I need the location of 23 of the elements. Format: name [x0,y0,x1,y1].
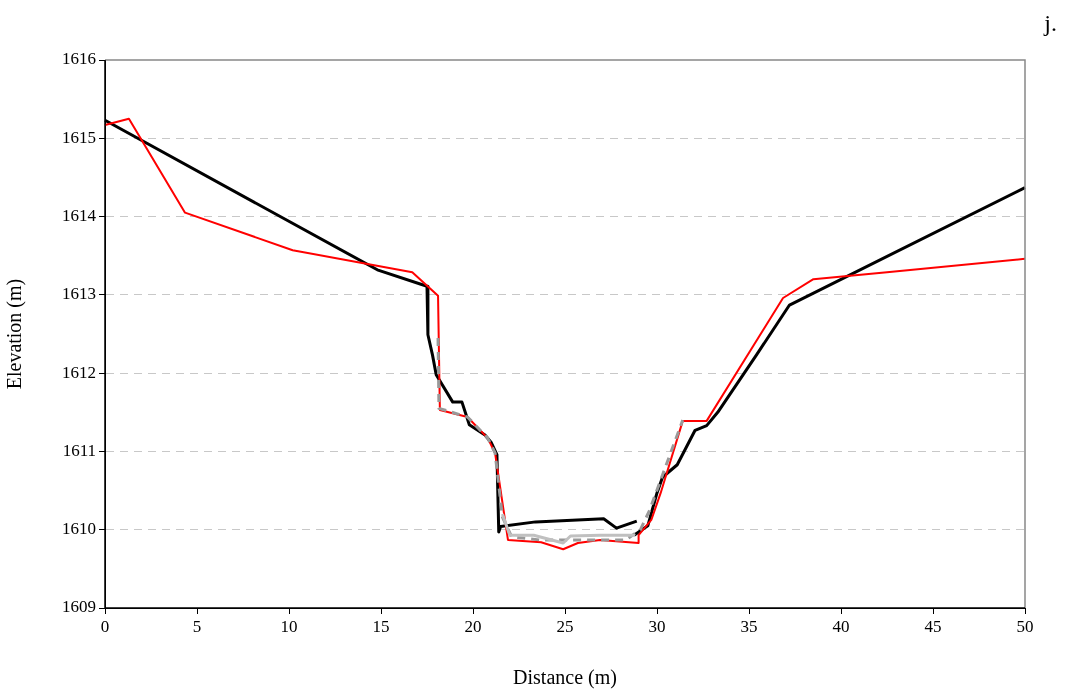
x-tick-label: 5 [192,616,202,636]
x-axis-title: Distance (m) [513,666,617,690]
x-tick-label: 20 [464,616,482,636]
x-tick-label: 35 [740,616,758,636]
x-tick-label: 40 [832,616,850,636]
x-tick-label: 15 [372,616,390,636]
x-tick-label: 25 [556,616,574,636]
y-tick-label: 1616 [62,49,96,69]
line-series [436,336,685,542]
y-tick-label: 1615 [62,127,96,147]
x-tick-label: 50 [1016,616,1034,636]
y-tick-label: 1612 [62,362,96,382]
x-tick-label: 10 [280,616,298,636]
text: j. [1044,10,1057,37]
x-tick-label: 30 [648,616,666,636]
y-tick-label: 1610 [62,519,96,539]
y-axis-title: Elevation (m) [3,278,27,390]
y-tick-label: 1611 [62,440,96,460]
y-tick-label: 1614 [62,206,97,226]
x-tick-label: 45 [924,616,942,636]
y-tick-label: 1613 [62,284,96,304]
y-tick-label: 1609 [62,597,96,617]
x-tick-label: 0 [100,616,110,636]
